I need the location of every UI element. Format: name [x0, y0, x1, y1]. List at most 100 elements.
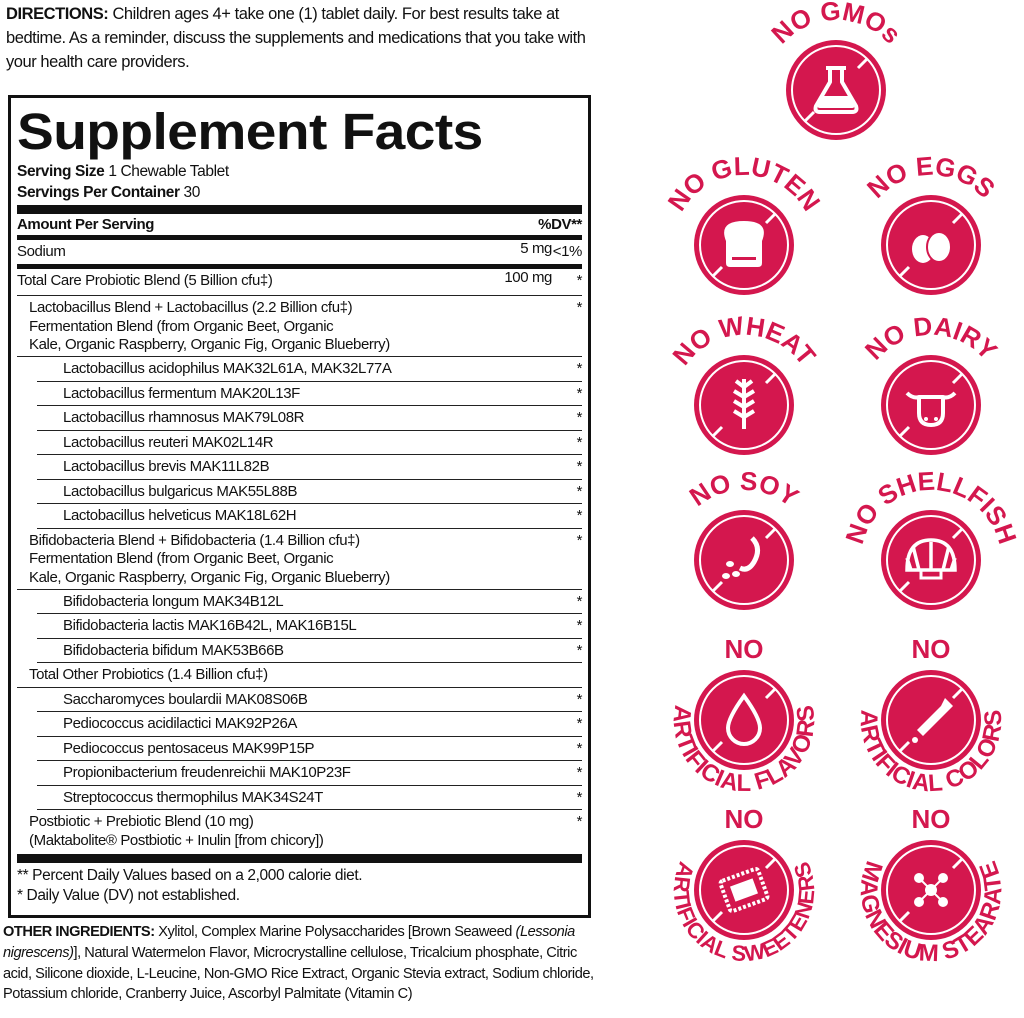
facts-row: Total Other Probiotics (1.4 Billion cfu‡…: [17, 663, 582, 688]
badge-circle: [881, 355, 981, 455]
nutrient-name: Lactobacillus reuteri MAK02L14R: [63, 433, 274, 451]
badge-no-gluten: NO GLUTEN: [654, 151, 834, 335]
facts-row: Streptococcus thermophilus MAK34S24T *: [37, 786, 583, 810]
nutrient-dv: <1%: [552, 243, 583, 260]
nutrient-name: Lactobacillus Blend + Lactobacillus (2.2…: [29, 299, 390, 353]
badge-no-dairy: NO DAIRY: [841, 311, 1021, 495]
facts-row: Lactobacillus fermentum MAK20L13F *: [37, 382, 582, 406]
nutrient-name: Streptococcus thermophilus MAK34S24T: [63, 788, 323, 806]
facts-row: Lactobacillus Blend + Lactobacillus (2.2…: [17, 296, 582, 357]
nutrient-dv: *: [576, 299, 583, 316]
facts-row: Propionibacterium freudenreichii MAK10P2…: [37, 761, 582, 786]
nutrient-dv: *: [576, 764, 583, 781]
facts-row: Total Care Probiotic Blend (5 Billion cf…: [17, 269, 582, 296]
facts-row: Postbiotic + Prebiotic Blend (10 mg) (Ma…: [17, 810, 582, 852]
facts-row: Lactobacillus brevis MAK11L82B *: [37, 455, 582, 480]
nutrient-name: Lactobacillus acidophilus MAK32L61A, MAK…: [63, 360, 392, 377]
nutrient-dv: *: [576, 813, 583, 830]
nutrient-name: Lactobacillus rhamnosus MAK79L08R: [63, 409, 305, 426]
nutrient-name: Bifidobacteria longum MAK34B12L: [63, 592, 284, 610]
facts-row: Lactobacillus bulgaricus MAK55L88B *: [37, 480, 583, 504]
nutrient-dv: *: [576, 715, 583, 732]
nutrient-name: Propionibacterium freudenreichii MAK10P2…: [63, 764, 351, 781]
facts-row: Lactobacillus acidophilus MAK32L61A, MAK…: [37, 357, 582, 382]
nutrient-amount: 5 mg: [520, 240, 552, 257]
nutrient-name: Sodium: [17, 243, 66, 260]
badge-circle: [694, 510, 794, 610]
divider-thick: [17, 205, 582, 214]
nutrient-dv: *: [576, 507, 583, 524]
badge-artificial-sweeteners: NO ARTIFICIAL SWEETENERS: [654, 800, 834, 980]
cow-icon: [905, 391, 957, 428]
facts-row: Bifidobacteria longum MAK34B12L *: [37, 590, 583, 614]
badge-circle: [694, 670, 794, 770]
facts-row: Lactobacillus rhamnosus MAK79L08R *: [37, 406, 582, 431]
flask-icon: [813, 66, 859, 114]
facts-row: Pediococcus pentosaceus MAK99P15P *: [37, 737, 583, 761]
free-from-badges: NO GMOs NO GLUTEN NO EGGS NO WHEAT NO DA…: [640, 0, 1024, 1018]
badge-no-label: NO: [912, 634, 951, 664]
badge-label: NO SOY: [684, 466, 804, 512]
nutrient-name: Lactobacillus brevis MAK11L82B: [63, 458, 270, 475]
nutrient-dv: *: [576, 592, 583, 610]
nutrient-dv: *: [576, 531, 583, 549]
nutrient-dv: *: [576, 739, 583, 757]
facts-rows: Sodium 5 mg <1% Total Care Probiotic Blend …: [17, 240, 582, 852]
bread-icon: [724, 221, 764, 267]
facts-row: Bifidobacteria Blend + Bifidobacteria (1…: [17, 529, 582, 590]
divider-medium: [17, 235, 582, 240]
supplement-facts-panel: Supplement Facts Serving Size 1 Chewable…: [8, 95, 591, 918]
facts-row: Saccharomyces boulardii MAK08S06B *: [37, 688, 583, 712]
badge-artificial-flavors: NO ARTIFICIAL FLAVORS: [654, 630, 834, 810]
nutrient-name: Bifidobacteria bifidum MAK53B66B: [63, 641, 284, 659]
serving-size: Serving Size 1 Chewable Tablet: [17, 161, 582, 182]
facts-row: Sodium 5 mg <1%: [17, 240, 582, 269]
servings-per-container: Servings Per Container 30: [17, 182, 582, 203]
nutrient-amount: 100 mg: [504, 269, 552, 286]
facts-row: Bifidobacteria bifidum MAK53B66B *: [37, 639, 582, 663]
nutrient-dv: [552, 663, 582, 687]
nutrient-dv: *: [576, 690, 583, 708]
nutrient-dv: *: [576, 272, 583, 289]
other-ingredients: OTHER INGREDIENTS: Xylitol, Complex Mari…: [3, 922, 601, 1005]
nutrient-name: Bifidobacteria lactis MAK16B42L, MAK16B1…: [63, 617, 357, 634]
nutrient-dv: *: [576, 788, 583, 806]
facts-title: Supplement Facts: [17, 103, 483, 160]
badge-no-label: NO: [912, 804, 951, 834]
wheat-icon: [732, 379, 756, 429]
servings-value: 30: [183, 184, 201, 201]
ingredients-text: Xylitol, Complex Marine Polysaccharides …: [154, 924, 516, 940]
directions-text: DIRECTIONS: Children ages 4+ take one (1…: [6, 2, 606, 74]
badge-no-wheat: NO WHEAT: [654, 310, 834, 495]
badge-circle: [786, 40, 886, 140]
divider-thick: [17, 854, 582, 863]
footnotes: ** Percent Daily Values based on a 2,000…: [17, 866, 582, 905]
facts-row: Lactobacillus helveticus MAK18L62H *: [37, 504, 582, 529]
nutrient-name: Lactobacillus helveticus MAK18L62H: [63, 507, 297, 524]
dv-header: %DV**: [538, 216, 582, 233]
other-ingredients-label: OTHER INGREDIENTS:: [3, 924, 155, 940]
nutrient-dv: *: [576, 482, 583, 500]
nutrient-dv: *: [576, 458, 583, 475]
nutrient-name: Lactobacillus fermentum MAK20L13F: [63, 384, 300, 402]
facts-row: Bifidobacteria lactis MAK16B42L, MAK16B1…: [37, 614, 582, 639]
ingredients-text: ], Natural Watermelon Flavor, Microcryst…: [3, 944, 594, 1003]
badge-no-gmos: NO GMOs: [746, 0, 926, 180]
serving-size-label: Serving Size: [17, 163, 105, 180]
badge-no-label: NO: [725, 804, 764, 834]
nutrient-name: Lactobacillus bulgaricus MAK55L88B: [63, 482, 298, 500]
serving-size-value: 1 Chewable Tablet: [108, 163, 229, 180]
badge-no-soy: NO SOY: [654, 466, 834, 650]
nutrient-name: Pediococcus acidilactici MAK92P26A: [63, 715, 298, 732]
badge-no-label: NO: [725, 634, 764, 664]
badge-no-eggs: NO EGGS: [841, 151, 1021, 335]
badge-artificial-colors: NO ARTIFICIAL COLORS: [841, 630, 1021, 810]
directions-body: Children ages 4+ take one (1) tablet dai…: [6, 5, 586, 71]
nutrient-dv: *: [576, 617, 583, 634]
amount-header: Amount Per Serving %DV**: [17, 214, 582, 235]
footnote-dv: ** Percent Daily Values based on a 2,000…: [17, 867, 363, 884]
sweetener-packet-icon: [718, 866, 770, 914]
soybean-icon: [722, 536, 760, 579]
facts-row: Lactobacillus reuteri MAK02L14R *: [37, 431, 582, 455]
eggs-icon: [912, 231, 952, 263]
